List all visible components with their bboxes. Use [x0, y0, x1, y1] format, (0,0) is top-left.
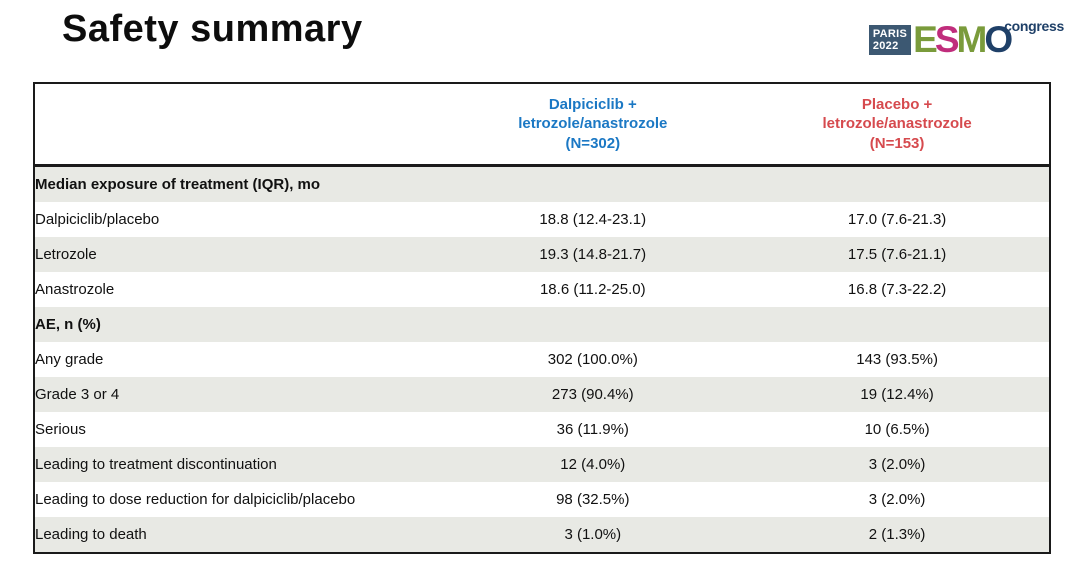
logo-year-label: 2022 [872, 40, 899, 53]
table-header: Dalpiciclib + letrozole/anastrozole (N=302… [34, 83, 1050, 167]
cell-value-placebo: 143 (93.5%) [856, 351, 938, 368]
cell-value-dalpiciclib: 302 (100.0%) [547, 351, 638, 368]
column-header-dalpiciclib: Dalpiciclib + letrozole/anastrozole (N=302… [440, 83, 746, 167]
row-label: Leading to treatment discontinuation [35, 456, 277, 473]
logo-letter: E [913, 19, 938, 61]
column-header-line: Placebo + [861, 95, 933, 113]
cell-value-placebo: 2 (1.3%) [868, 526, 926, 543]
cell-value-placebo: 17.5 (7.6-21.1) [847, 246, 947, 263]
row-label: Serious [35, 421, 86, 438]
section-label: AE, n (%) [35, 316, 101, 333]
safety-summary-table: Dalpiciclib + letrozole/anastrozole (N=302… [33, 82, 1051, 554]
logo-esmo-wordmark: ESMO [913, 21, 1013, 58]
section-row: AE, n (%) [34, 307, 1050, 342]
cell-value-dalpiciclib: 273 (90.4%) [551, 386, 634, 403]
logo-letter: S [934, 19, 960, 61]
cell-value-placebo: 3 (2.0%) [868, 456, 926, 473]
row-label: Grade 3 or 4 [35, 386, 120, 403]
column-header-placebo: Placebo + letrozole/anastrozole (N=153) [745, 83, 1050, 167]
table-row: Leading to dose reduction for dalpicicli… [34, 482, 1050, 517]
column-header-line: (N=153) [869, 134, 925, 152]
row-label: Letrozole [35, 246, 97, 263]
table-body: Median exposure of treatment (IQR), mo Da… [34, 165, 1050, 553]
page-title: Safety summary [62, 8, 363, 50]
column-header-line: (N=302) [565, 134, 621, 152]
logo-letter: O [984, 19, 1013, 61]
logo-venue-label: PARIS [872, 27, 908, 40]
table-row: Leading to death 3 (1.0%) 2 (1.3%) [34, 517, 1050, 553]
row-label: Anastrozole [35, 281, 115, 298]
row-label: Leading to dose reduction for dalpicicli… [35, 491, 356, 508]
table-row: Anastrozole 18.6 (11.2-25.0) 16.8 (7.3-22.… [34, 272, 1050, 307]
logo-letter: M [956, 19, 988, 61]
cell-value-placebo: 17.0 (7.6-21.3) [847, 211, 947, 228]
section-row: Median exposure of treatment (IQR), mo [34, 165, 1050, 202]
cell-value-dalpiciclib: 3 (1.0%) [564, 526, 622, 543]
row-label: Dalpiciclib/placebo [35, 211, 160, 228]
cell-value-placebo: 3 (2.0%) [868, 491, 926, 508]
column-header-line: letrozole/anastrozole [822, 115, 972, 133]
column-header-line: letrozole/anastrozole [518, 115, 668, 133]
table-row: Any grade 302 (100.0%) 143 (93.5%) [34, 342, 1050, 377]
table-row: Grade 3 or 4 273 (90.4%) 19 (12.4%) [34, 377, 1050, 412]
table-row: Serious 36 (11.9%) 10 (6.5%) [34, 412, 1050, 447]
section-label: Median exposure of treatment (IQR), mo [35, 176, 321, 193]
cell-value-dalpiciclib: 36 (11.9%) [556, 421, 629, 438]
cell-value-placebo: 10 (6.5%) [864, 421, 930, 438]
row-label: Any grade [35, 351, 104, 368]
table-row: Dalpiciclib/placebo 18.8 (12.4-23.1) 17.0 … [34, 202, 1050, 237]
column-header-stub [34, 83, 441, 167]
logo-paris-2022-box: PARIS 2022 [868, 24, 912, 55]
table-row: Letrozole 19.3 (14.8-21.7) 17.5 (7.6-21.1) [34, 237, 1050, 272]
logo-congress-label: congress [1004, 18, 1064, 34]
cell-value-dalpiciclib: 98 (32.5%) [556, 491, 630, 508]
cell-value-dalpiciclib: 18.8 (12.4-23.1) [539, 211, 647, 228]
column-header-line: Dalpiciclib + [548, 95, 637, 113]
table-row: Leading to treatment discontinuation 12 (… [34, 447, 1050, 482]
esmo-congress-logo: PARIS 2022 ESMO congress [868, 15, 1064, 58]
cell-value-dalpiciclib: 18.6 (11.2-25.0) [539, 281, 646, 298]
cell-value-dalpiciclib: 12 (4.0%) [560, 456, 626, 473]
cell-value-dalpiciclib: 19.3 (14.8-21.7) [539, 246, 647, 263]
cell-value-placebo: 16.8 (7.3-22.2) [847, 281, 947, 298]
cell-value-placebo: 19 (12.4%) [860, 386, 934, 403]
row-label: Leading to death [35, 526, 147, 543]
